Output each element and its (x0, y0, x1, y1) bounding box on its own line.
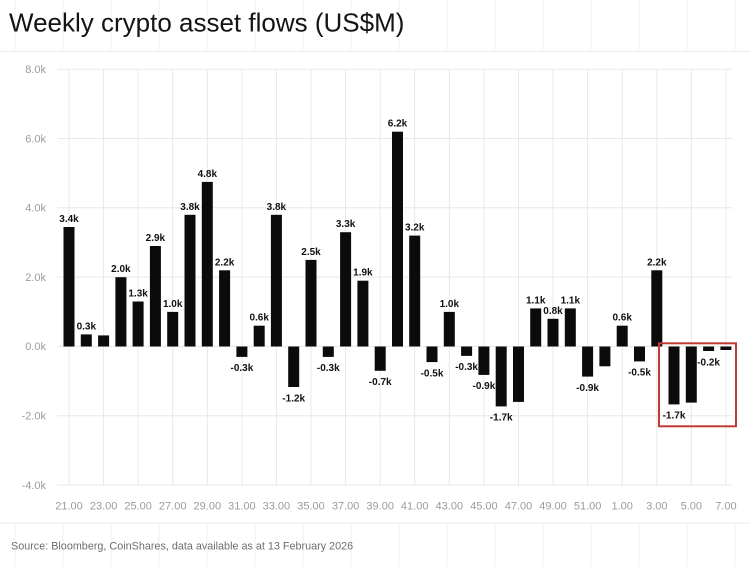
svg-text:Source: Bloomberg, CoinShares,: Source: Bloomberg, CoinShares, data avai… (11, 540, 353, 552)
svg-text:-0.3k: -0.3k (231, 363, 254, 374)
svg-text:2.2k: 2.2k (215, 257, 235, 268)
svg-text:1.0k: 1.0k (440, 299, 460, 310)
svg-text:-1.7k: -1.7k (490, 413, 513, 424)
svg-text:0.3k: 0.3k (77, 321, 97, 332)
svg-text:43.00: 43.00 (436, 501, 464, 513)
svg-text:1.00: 1.00 (611, 501, 632, 513)
svg-text:27.00: 27.00 (159, 501, 187, 513)
svg-text:41.00: 41.00 (401, 501, 429, 513)
svg-text:-4.0k: -4.0k (22, 480, 47, 492)
svg-text:6.2k: 6.2k (388, 119, 408, 130)
svg-text:35.00: 35.00 (297, 501, 325, 513)
svg-text:5.00: 5.00 (681, 501, 702, 513)
svg-text:3.2k: 3.2k (405, 223, 425, 234)
svg-text:-0.9k: -0.9k (473, 381, 496, 392)
svg-text:8.0k: 8.0k (25, 64, 46, 76)
svg-text:29.00: 29.00 (194, 501, 222, 513)
svg-text:51.00: 51.00 (574, 501, 602, 513)
svg-text:1.3k: 1.3k (128, 289, 148, 300)
svg-text:1.1k: 1.1k (561, 295, 581, 306)
svg-text:-2.0k: -2.0k (22, 411, 47, 423)
svg-text:31.00: 31.00 (228, 501, 256, 513)
svg-text:3.8k: 3.8k (180, 202, 200, 213)
svg-text:1.1k: 1.1k (526, 295, 546, 306)
svg-text:0.0k: 0.0k (25, 341, 46, 353)
svg-text:49.00: 49.00 (539, 501, 567, 513)
svg-text:4.0k: 4.0k (25, 203, 46, 215)
svg-text:Weekly crypto asset flows (US$: Weekly crypto asset flows (US$M) (9, 8, 404, 38)
svg-text:37.00: 37.00 (332, 501, 360, 513)
svg-text:-1.2k: -1.2k (282, 393, 305, 404)
svg-text:39.00: 39.00 (366, 501, 394, 513)
svg-text:3.8k: 3.8k (267, 202, 287, 213)
svg-text:0.6k: 0.6k (612, 313, 632, 324)
svg-text:-0.7k: -0.7k (369, 377, 392, 388)
svg-text:3.4k: 3.4k (59, 214, 79, 225)
svg-text:-1.7k: -1.7k (663, 411, 686, 422)
svg-text:45.00: 45.00 (470, 501, 498, 513)
svg-text:1.9k: 1.9k (353, 268, 373, 279)
svg-text:-0.9k: -0.9k (576, 383, 599, 394)
svg-text:0.8k: 0.8k (543, 306, 563, 317)
svg-text:2.0k: 2.0k (111, 264, 131, 275)
svg-text:-0.2k: -0.2k (697, 357, 720, 368)
svg-text:7.00: 7.00 (715, 501, 736, 513)
svg-text:2.2k: 2.2k (647, 257, 667, 268)
svg-text:1.0k: 1.0k (163, 299, 183, 310)
svg-text:3.00: 3.00 (646, 501, 667, 513)
svg-text:33.00: 33.00 (263, 501, 291, 513)
svg-text:3.3k: 3.3k (336, 219, 356, 230)
svg-text:0.6k: 0.6k (249, 313, 269, 324)
svg-text:-0.3k: -0.3k (317, 363, 340, 374)
svg-text:-0.5k: -0.5k (421, 368, 444, 379)
svg-text:25.00: 25.00 (124, 501, 152, 513)
svg-text:-0.3k: -0.3k (455, 362, 478, 373)
svg-text:2.9k: 2.9k (146, 233, 166, 244)
svg-text:-0.5k: -0.5k (628, 368, 651, 379)
svg-text:4.8k: 4.8k (198, 169, 218, 180)
svg-text:21.00: 21.00 (55, 501, 83, 513)
svg-text:2.5k: 2.5k (301, 247, 321, 258)
svg-text:47.00: 47.00 (505, 501, 533, 513)
svg-text:2.0k: 2.0k (25, 272, 46, 284)
svg-text:23.00: 23.00 (90, 501, 118, 513)
svg-text:6.0k: 6.0k (25, 133, 46, 145)
